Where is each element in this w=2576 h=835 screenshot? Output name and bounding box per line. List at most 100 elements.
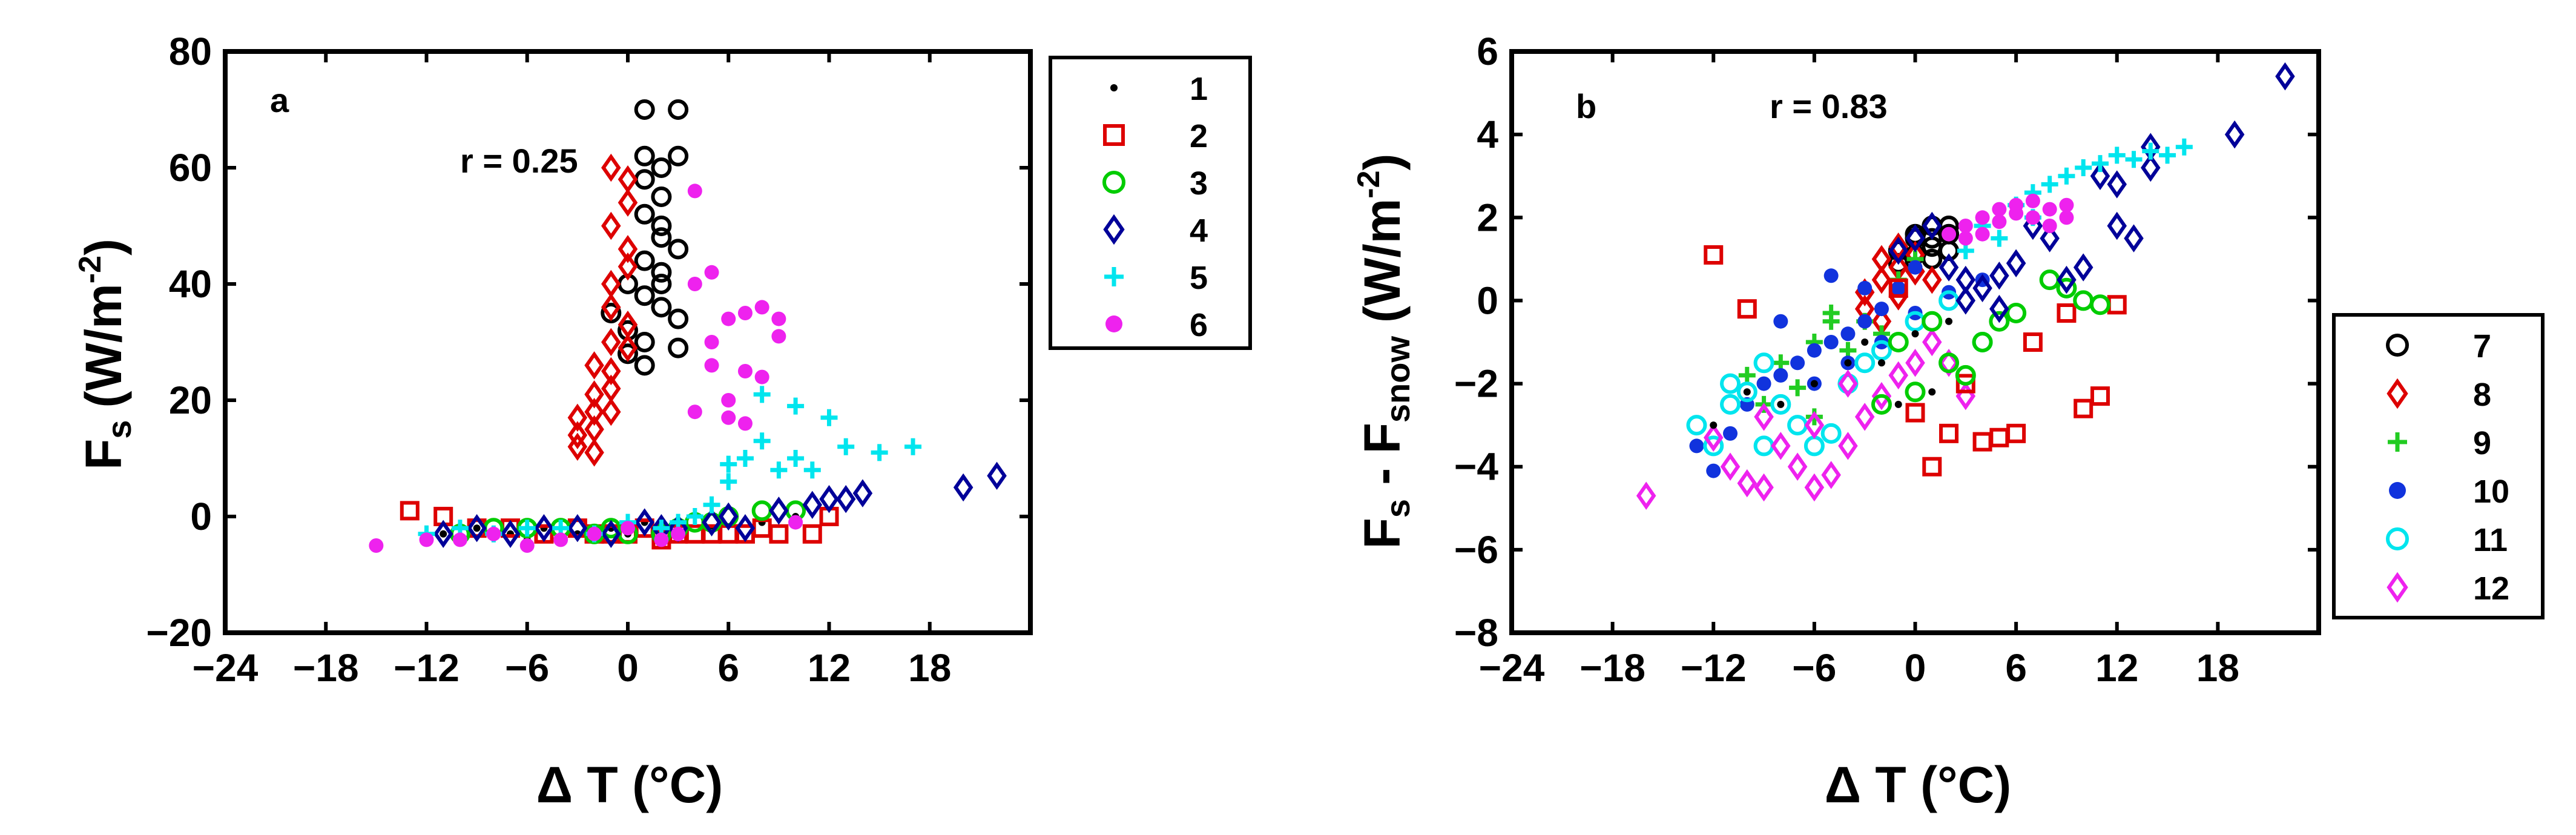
data-point — [1908, 260, 1923, 275]
data-point — [2006, 303, 2027, 323]
panel-b-ylabel-close: ) — [1354, 153, 1411, 170]
data-point — [1854, 352, 1876, 374]
data-point — [553, 532, 568, 547]
data-point — [587, 526, 602, 541]
data-point — [1928, 388, 1936, 396]
data-point — [2042, 202, 2057, 217]
data-point — [2107, 211, 2127, 240]
data-point — [2041, 176, 2058, 193]
data-point — [473, 524, 481, 532]
ytick-label: 0 — [1477, 279, 1498, 322]
data-point — [1972, 332, 1993, 352]
panel-b-ylabel-sup: -2 — [1351, 170, 1386, 198]
panel-a-ylabel-main: F — [75, 439, 132, 470]
data-point — [601, 293, 621, 322]
legend-label: 5 — [1190, 260, 1208, 296]
data-point — [953, 473, 973, 502]
data-point — [754, 300, 769, 315]
data-point — [1939, 253, 1959, 282]
data-point — [1736, 381, 1757, 403]
data-point — [1955, 374, 1975, 394]
data-point — [467, 513, 487, 543]
data-point — [1877, 359, 1885, 367]
data-point — [634, 332, 655, 352]
series-black-open — [601, 99, 689, 376]
xtick-label: 18 — [908, 646, 951, 690]
ytick-label: −6 — [1454, 528, 1498, 572]
series-4 — [433, 461, 1007, 549]
data-point — [787, 397, 805, 415]
legend-label: 2 — [1190, 118, 1208, 154]
data-point — [1710, 421, 1718, 429]
data-point — [1820, 423, 1842, 444]
panel-a-legend-box — [1049, 56, 1252, 350]
ytick-label: 20 — [169, 378, 212, 422]
data-point — [1955, 286, 1976, 315]
data-point — [769, 497, 789, 525]
data-point — [1857, 314, 1873, 329]
data-point — [1955, 365, 1976, 386]
xtick-label: −12 — [1681, 646, 1747, 690]
xtick-label: 12 — [2095, 646, 2138, 690]
data-point — [704, 358, 719, 373]
data-point — [2040, 224, 2060, 252]
data-point — [1894, 400, 1902, 408]
data-point — [651, 262, 672, 283]
data-point — [2091, 155, 2109, 173]
data-point — [1989, 294, 2009, 323]
legend-marker — [2386, 334, 2409, 357]
data-point — [1922, 248, 1943, 269]
data-point — [634, 203, 655, 225]
series-magenta-filled — [1942, 193, 2074, 246]
data-point — [703, 496, 720, 513]
data-point — [737, 306, 753, 320]
data-point — [654, 532, 669, 547]
data-point — [621, 521, 635, 536]
data-point — [1989, 262, 2009, 290]
data-point — [2075, 159, 2092, 176]
data-point — [2056, 277, 2077, 299]
data-point — [1939, 349, 1959, 377]
panel-a-xlabel: Δ T (°C) — [536, 756, 723, 813]
data-point — [1945, 317, 1953, 325]
data-point — [601, 520, 621, 549]
data-point — [1720, 452, 1741, 481]
xtick-label: 0 — [617, 646, 639, 690]
data-point — [2006, 423, 2026, 443]
ytick-label: −20 — [146, 611, 212, 655]
data-point — [668, 145, 689, 167]
panel-a-ylabel-sup: -2 — [73, 256, 108, 283]
data-point — [534, 513, 554, 543]
panel-a-ylabel: Fs (W/m-2) — [73, 239, 138, 470]
data-point — [601, 303, 622, 323]
data-point — [1922, 265, 1942, 294]
data-point — [1991, 229, 2008, 247]
data-point — [1706, 463, 1721, 478]
data-point — [720, 455, 737, 473]
data-point — [2275, 62, 2295, 91]
data-point — [2090, 386, 2110, 406]
data-point — [754, 369, 769, 384]
data-point — [634, 285, 655, 306]
data-point — [1810, 380, 1818, 388]
data-point — [2090, 162, 2110, 190]
data-point — [1922, 457, 1942, 477]
legend-marker — [2388, 432, 2407, 452]
legend-marker — [1103, 214, 1125, 245]
data-point — [1888, 332, 1909, 352]
data-point — [1689, 438, 1704, 454]
data-point — [1821, 461, 1841, 489]
data-point — [651, 157, 672, 178]
data-point — [1737, 469, 1757, 498]
panel-b-legend: 7 8 9 10 11 12 — [2332, 313, 2545, 619]
data-point — [1922, 328, 1942, 357]
series-green-open — [1871, 269, 2110, 415]
legend-marker — [1104, 267, 1124, 286]
data-point — [1777, 400, 1785, 408]
data-point — [668, 308, 689, 329]
data-point — [2059, 210, 2074, 225]
legend-label: 3 — [1190, 165, 1208, 202]
data-point — [601, 397, 621, 426]
ytick-label: 40 — [169, 262, 212, 306]
